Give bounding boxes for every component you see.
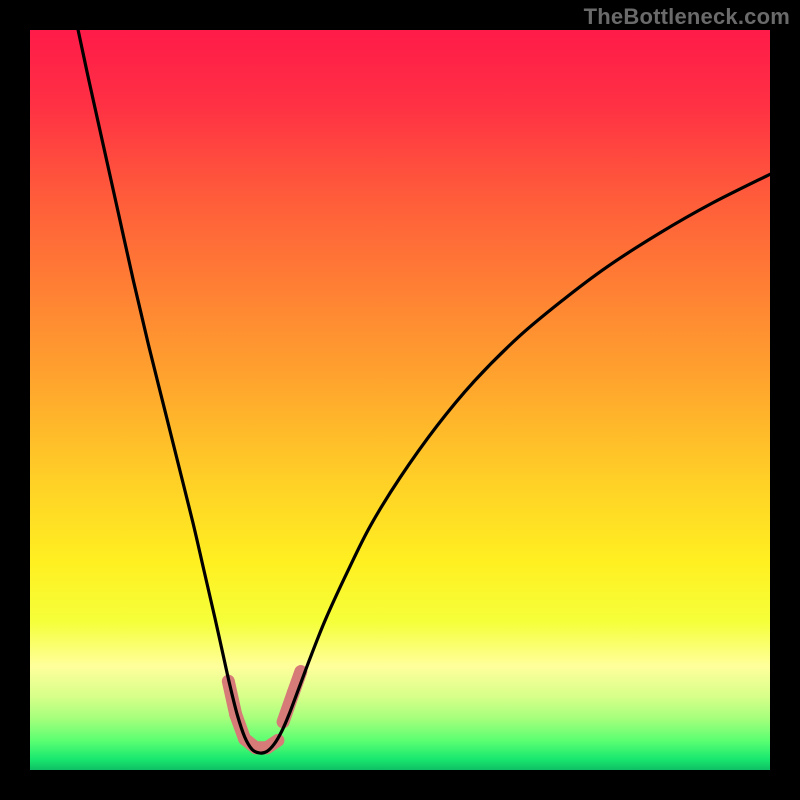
- chart-plot-background: [30, 30, 770, 770]
- chart-frame: TheBottleneck.com: [0, 0, 800, 800]
- watermark-text: TheBottleneck.com: [584, 4, 790, 30]
- bottleneck-chart: [0, 0, 800, 800]
